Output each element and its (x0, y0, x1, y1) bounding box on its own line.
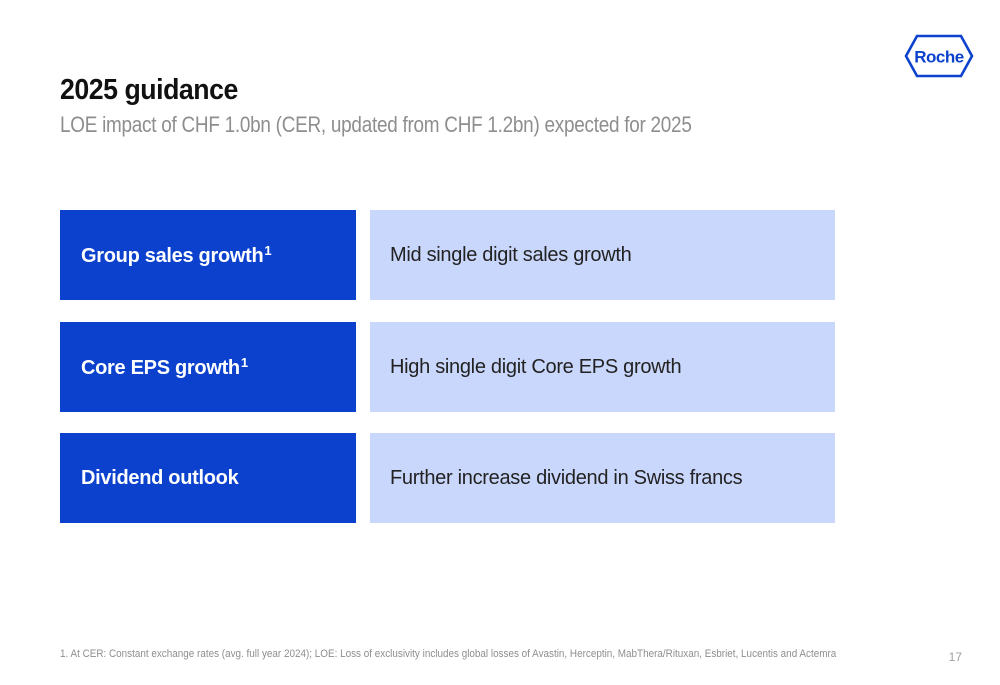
slide-subtitle: LOE impact of CHF 1.0bn (CER, updated fr… (60, 112, 692, 137)
footnote-marker: 1 (240, 354, 248, 370)
roche-logo: Roche (904, 34, 974, 78)
guidance-value-box: High single digit Core EPS growth (370, 322, 835, 412)
guidance-value: Mid single digit sales growth (390, 243, 632, 266)
guidance-value-box: Mid single digit sales growth (370, 210, 835, 300)
guidance-row-group-sales: Group sales growth1 Mid single digit sal… (60, 210, 835, 300)
roche-logo-text: Roche (914, 48, 964, 67)
guidance-label: Group sales growth1 (81, 242, 272, 267)
slide-title: 2025 guidance (60, 74, 238, 106)
guidance-label-box: Dividend outlook (60, 433, 356, 523)
guidance-row-core-eps: Core EPS growth1 High single digit Core … (60, 322, 835, 412)
guidance-label: Dividend outlook (81, 466, 239, 489)
guidance-value-box: Further increase dividend in Swiss franc… (370, 433, 835, 523)
guidance-value: High single digit Core EPS growth (390, 355, 682, 378)
footnote: 1. At CER: Constant exchange rates (avg.… (60, 648, 837, 660)
guidance-label-box: Core EPS growth1 (60, 322, 356, 412)
page-number: 17 (948, 650, 962, 664)
guidance-row-dividend: Dividend outlook Further increase divide… (60, 433, 835, 523)
guidance-label-box: Group sales growth1 (60, 210, 356, 300)
guidance-value: Further increase dividend in Swiss franc… (390, 466, 743, 489)
guidance-label: Core EPS growth1 (81, 354, 248, 379)
footnote-marker: 1 (264, 242, 272, 258)
